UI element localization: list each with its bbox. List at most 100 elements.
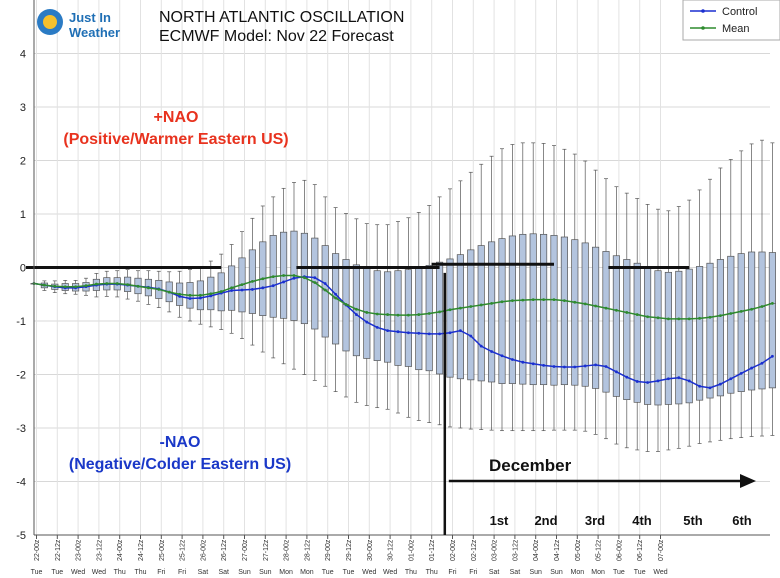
boxplot-box-55 bbox=[602, 251, 610, 393]
mean-point-31 bbox=[355, 307, 358, 311]
mean-point-13 bbox=[167, 290, 171, 294]
control-point-24 bbox=[282, 280, 285, 284]
control-point-49 bbox=[542, 364, 545, 367]
chart-title-line1: NORTH ATLANTIC OSCILLATION bbox=[159, 9, 404, 26]
x-day-label-21: Fri bbox=[469, 569, 478, 576]
control-point-40 bbox=[448, 331, 452, 335]
mean-point-22 bbox=[261, 277, 265, 281]
boxplot-46 bbox=[508, 144, 516, 432]
boxplot-67 bbox=[727, 159, 735, 440]
mean-point-66 bbox=[719, 314, 722, 318]
control-point-43 bbox=[479, 344, 483, 348]
legend-mean-marker bbox=[701, 26, 705, 30]
mean-point-64 bbox=[698, 316, 701, 320]
x-tick-label-26: 05-00z bbox=[575, 539, 582, 561]
x-tick-label-25: 04-12z bbox=[554, 539, 561, 561]
x-day-label-9: Sat bbox=[218, 569, 229, 576]
boxplot-box-41 bbox=[456, 254, 464, 380]
mean-point-30 bbox=[344, 303, 348, 306]
x-tick-label-12: 28-00z bbox=[284, 539, 291, 561]
control-point-16 bbox=[199, 296, 202, 300]
boxplot-49 bbox=[540, 143, 548, 432]
mean-point-65 bbox=[708, 315, 712, 319]
mean-point-63 bbox=[687, 317, 691, 321]
control-point-34 bbox=[386, 329, 389, 333]
x-tick-label-11: 27-12z bbox=[263, 539, 270, 561]
mean-point-15 bbox=[188, 293, 192, 297]
boxplot-box-60 bbox=[654, 270, 662, 406]
chart-title-line2: ECMWF Model: Nov 22 Forecast bbox=[159, 28, 394, 45]
december-day-2: 2nd bbox=[534, 513, 557, 528]
y-tick-label-4: -1 bbox=[16, 316, 26, 328]
x-day-label-28: Tue bbox=[613, 569, 625, 576]
control-point-70 bbox=[760, 361, 764, 365]
y-tick-label-5: 0 bbox=[20, 263, 26, 275]
x-day-label-18: Thu bbox=[405, 569, 417, 576]
control-point-56 bbox=[615, 370, 618, 374]
mean-point-56 bbox=[615, 308, 618, 312]
control-point-31 bbox=[355, 313, 358, 316]
mean-point-42 bbox=[469, 305, 473, 308]
positive-nao-label: +NAO bbox=[154, 109, 199, 126]
boxplot-47 bbox=[519, 142, 527, 432]
x-tick-label-1: 22-12z bbox=[55, 539, 62, 561]
x-day-label-17: Wed bbox=[383, 569, 397, 576]
mean-point-53 bbox=[583, 302, 587, 306]
mean-point-71 bbox=[771, 301, 774, 305]
mean-point-49 bbox=[542, 298, 545, 301]
control-point-47 bbox=[521, 360, 525, 364]
boxplot-53 bbox=[581, 160, 589, 432]
boxplot-42 bbox=[467, 171, 475, 430]
mean-point-9 bbox=[126, 283, 129, 287]
legend: Control Mean bbox=[682, 0, 780, 41]
x-tick-label-14: 29-00z bbox=[325, 539, 332, 561]
mean-point-27 bbox=[313, 281, 317, 284]
x-tick-label-18: 01-00z bbox=[408, 539, 415, 561]
mean-point-68 bbox=[739, 309, 743, 313]
control-point-15 bbox=[188, 297, 192, 300]
mean-point-70 bbox=[760, 305, 764, 308]
positive-nao-description: (Positive/Warmer Eastern US) bbox=[63, 131, 288, 148]
x-day-label-10: Sun bbox=[238, 569, 251, 576]
december-day-1: 1st bbox=[490, 513, 509, 528]
control-point-55 bbox=[604, 365, 608, 368]
x-day-label-29: Tue bbox=[634, 569, 646, 576]
control-point-52 bbox=[573, 365, 577, 369]
control-point-21 bbox=[251, 288, 254, 291]
x-day-label-16: Wed bbox=[362, 569, 376, 576]
boxplot-box-46 bbox=[508, 235, 516, 384]
control-point-54 bbox=[594, 363, 597, 367]
control-point-61 bbox=[667, 377, 670, 381]
boxplot-43 bbox=[477, 163, 485, 430]
boxplot-box-69 bbox=[748, 251, 756, 391]
x-tick-label-15: 29-12z bbox=[346, 539, 353, 561]
boxplot-box-62 bbox=[675, 270, 683, 405]
mean-point-20 bbox=[240, 283, 244, 287]
mean-point-1 bbox=[43, 283, 46, 287]
control-point-32 bbox=[365, 320, 369, 324]
x-tick-label-9: 26-12z bbox=[221, 539, 228, 561]
boxplot-box-56 bbox=[612, 255, 620, 397]
boxplot-57 bbox=[623, 192, 631, 449]
control-point-58 bbox=[635, 380, 639, 383]
x-day-label-20: Fri bbox=[448, 569, 457, 576]
control-point-42 bbox=[469, 334, 473, 338]
mean-point-57 bbox=[625, 311, 629, 314]
mean-point-29 bbox=[334, 296, 337, 300]
mean-point-38 bbox=[427, 312, 431, 315]
mean-point-2 bbox=[53, 284, 57, 288]
control-point-66 bbox=[719, 382, 722, 386]
x-tick-label-17: 30-12z bbox=[388, 539, 395, 561]
x-tick-label-7: 25-12z bbox=[180, 539, 187, 561]
mean-point-4 bbox=[74, 285, 77, 289]
control-point-48 bbox=[531, 362, 535, 366]
control-point-36 bbox=[407, 331, 410, 335]
boxplot-box-68 bbox=[737, 253, 745, 392]
boxplot-box-66 bbox=[716, 259, 724, 397]
boxplot-box-37 bbox=[415, 267, 423, 371]
december-arrow bbox=[443, 272, 756, 535]
control-point-29 bbox=[334, 292, 337, 296]
logo: Just In Weather bbox=[37, 9, 120, 40]
control-point-60 bbox=[656, 379, 660, 383]
